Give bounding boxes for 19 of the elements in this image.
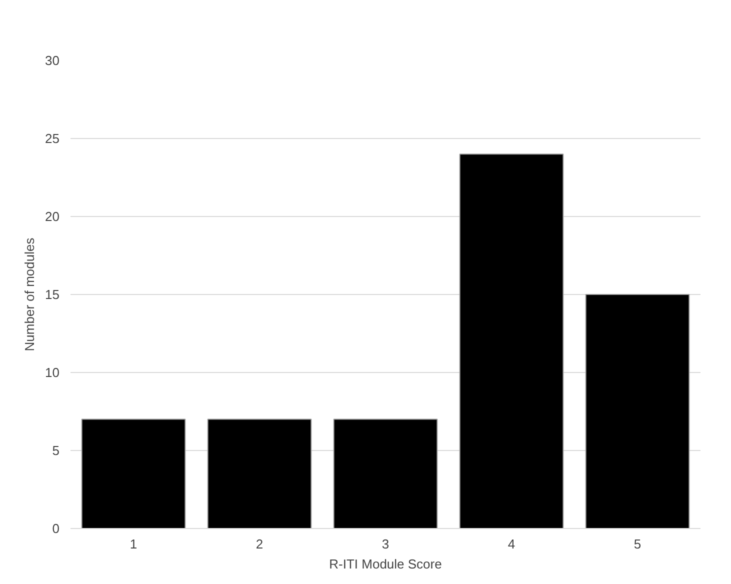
y-tick-label: 15 (45, 287, 60, 302)
y-axis-title: Number of modules (22, 237, 38, 352)
bar (459, 154, 564, 528)
x-tick-label: 1 (130, 536, 138, 552)
x-tick-label: 5 (634, 536, 642, 552)
bar (333, 418, 438, 528)
y-tick-label: 25 (45, 131, 60, 146)
x-tick-label: 3 (382, 536, 390, 552)
x-tick-label: 4 (508, 536, 516, 552)
x-axis-title: R-ITI Module Score (329, 556, 442, 572)
y-tick-label: 20 (45, 209, 60, 224)
y-tick-label: 10 (45, 365, 60, 380)
y-tick-label: 0 (52, 521, 60, 536)
y-tick-label: 30 (45, 53, 60, 68)
y-tick-label: 5 (52, 443, 60, 458)
x-tick-label: 2 (256, 536, 264, 552)
bar (585, 294, 690, 528)
bar (207, 418, 312, 528)
bar (81, 418, 186, 528)
